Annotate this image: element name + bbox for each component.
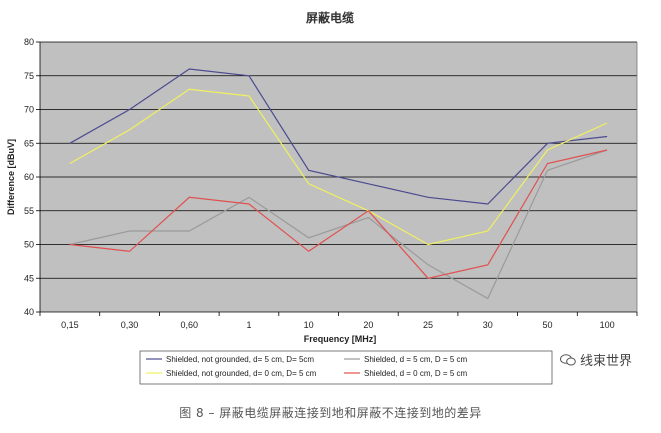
series-lines (69, 68, 608, 300)
y-axis-ticks: 40 45 50 55 60 65 70 75 80 (24, 37, 40, 317)
series-line-1 (69, 68, 608, 205)
wechat-icon (560, 353, 576, 366)
series-line-4 (69, 149, 608, 279)
chart: 屏蔽电缆 40 45 50 55 60 65 70 75 80 0,15 0,30 0,60 1 10 2… (6, 10, 638, 385)
y-tick-label: 55 (24, 206, 34, 216)
watermark-text: 线束世界 (580, 354, 633, 369)
legend: Shielded, not grounded, d= 5 cm, D= 5cm S… (146, 355, 467, 378)
legend-entry: Shielded, not grounded, d= 0 cm, D= 5 cm (166, 369, 317, 378)
y-tick-label: 65 (24, 138, 34, 148)
x-axis-ticks: 0,15 0,30 0,60 1 10 20 25 30 50 100 (39, 312, 638, 330)
x-tick-label: 25 (423, 320, 433, 330)
legend-entry: Shielded, not grounded, d= 5 cm, D= 5cm (166, 355, 314, 364)
legend-entry: Shielded, d = 0 cm, D = 5 cm (364, 369, 467, 378)
series-line-2 (69, 149, 608, 300)
y-tick-label: 50 (24, 240, 34, 250)
watermark: 线束世界 (560, 350, 632, 369)
x-tick-label: 10 (304, 320, 314, 330)
legend-entry: Shielded, d = 5 cm, D = 5 cm (364, 355, 467, 364)
y-tick-label: 60 (24, 172, 34, 182)
x-tick-label: 100 (600, 320, 615, 330)
y-tick-label: 80 (24, 37, 34, 47)
y-axis-title: Difference [dBuV] (6, 139, 16, 215)
chart-title: 屏蔽电缆 (305, 10, 354, 25)
x-tick-label: 0,30 (121, 320, 139, 330)
x-axis-title: Frequency [MHz] (304, 334, 377, 344)
y-tick-label: 70 (24, 105, 34, 115)
y-tick-label: 45 (24, 273, 34, 283)
y-tick-label: 40 (24, 307, 34, 317)
x-tick-label: 20 (363, 320, 373, 330)
y-tick-label: 75 (24, 71, 34, 81)
x-tick-label: 0,60 (180, 320, 198, 330)
figure-caption: 图 8 – 屏蔽电缆屏蔽连接到地和屏蔽不连接到地的差异 (179, 406, 482, 420)
x-tick-label: 30 (483, 320, 493, 330)
x-tick-label: 1 (246, 320, 251, 330)
legend-box (139, 350, 553, 385)
x-tick-label: 50 (542, 320, 552, 330)
x-tick-label: 0,15 (61, 320, 79, 330)
series-line-3 (69, 88, 608, 246)
